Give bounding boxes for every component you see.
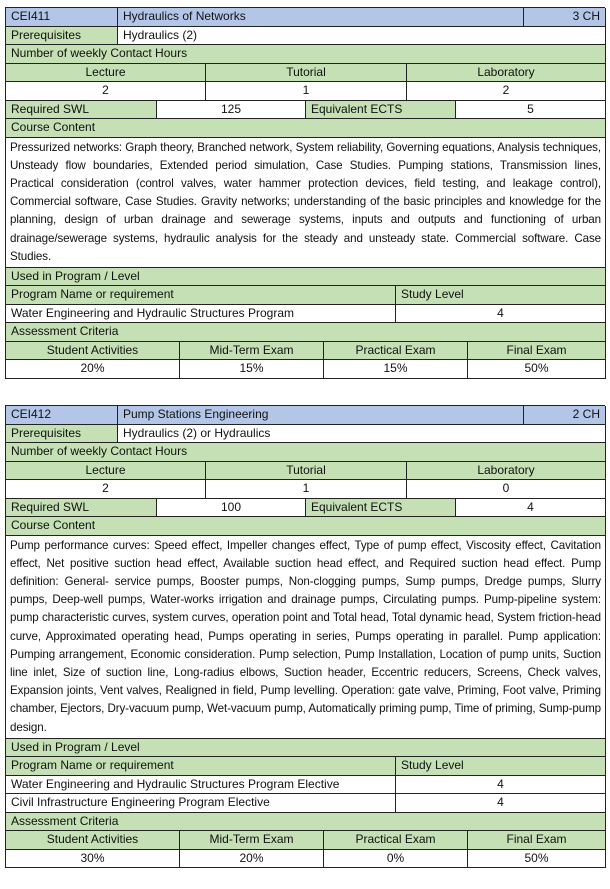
table-row: Pump performance curves: Speed effect, I…: [6, 535, 606, 739]
course-content-text: Pressurized networks: Graph theory, Bran…: [6, 137, 606, 268]
table-row: Pressurized networks: Graph theory, Bran…: [6, 137, 606, 268]
student-activities-weight: 30%: [6, 849, 180, 869]
study-level-header: Study Level: [396, 286, 606, 305]
swl-value: 100: [157, 498, 306, 517]
final-weight: 50%: [468, 849, 606, 869]
practical-weight: 15%: [324, 360, 468, 379]
table-row: Lecture Tutorial Laboratory: [6, 63, 606, 82]
program-section-label: Used in Program / Level: [6, 267, 606, 287]
ects-label: Equivalent ECTS: [306, 100, 456, 119]
table-row: Required SWL 125 Equivalent ECTS 5: [6, 100, 606, 119]
program-name-header: Program Name or requirement: [6, 757, 396, 776]
table-row: Course Content: [6, 119, 606, 138]
table-row: Assessment Criteria: [6, 812, 606, 832]
practical-header: Practical Exam: [324, 831, 468, 850]
table-row: CEI412 Pump Stations Engineering 2 CH: [6, 406, 606, 425]
course-table-cei412: CEI412 Pump Stations Engineering 2 CH Prere…: [5, 405, 606, 869]
study-level-header: Study Level: [396, 757, 606, 776]
prerequisites-value: Hydraulics (2): [118, 26, 606, 45]
assessment-label: Assessment Criteria: [6, 323, 606, 342]
lecture-hours: 2: [6, 82, 206, 101]
table-row: Civil Infrastructure Engineering Program…: [6, 794, 606, 813]
course-title: Pump Stations Engineering: [118, 406, 524, 425]
student-activities-header: Student Activities: [6, 831, 180, 850]
table-row: Student Activities Mid-Term Exam Practical…: [6, 831, 606, 850]
midterm-weight: 20%: [180, 849, 324, 869]
final-header: Final Exam: [468, 341, 606, 361]
ects-value: 4: [456, 498, 606, 517]
credit-hours: 2 CH: [524, 406, 606, 425]
swl-label: Required SWL: [6, 498, 157, 517]
table-row: Water Engineering and Hydraulic Structur…: [6, 304, 606, 324]
final-weight: 50%: [468, 360, 606, 379]
contact-hours-label: Number of weekly Contact Hours: [6, 45, 606, 64]
program-name: Water Engineering and Hydraulic Structur…: [6, 775, 396, 795]
prerequisites-label: Prerequisites: [6, 424, 118, 443]
program-name: Water Engineering and Hydraulic Structur…: [6, 304, 396, 324]
table-row: 30% 20% 0% 50%: [6, 849, 606, 869]
lecture-header: Lecture: [6, 63, 206, 82]
table-row: Used in Program / Level: [6, 267, 606, 287]
table-row: Number of weekly Contact Hours: [6, 443, 606, 462]
program-name-header: Program Name or requirement: [6, 286, 396, 305]
tutorial-hours: 1: [206, 480, 407, 499]
swl-value: 125: [157, 100, 306, 119]
ects-value: 5: [456, 100, 606, 119]
table-row: Prerequisites Hydraulics (2) or Hydraulic…: [6, 424, 606, 443]
course-content-text: Pump performance curves: Speed effect, I…: [6, 535, 606, 739]
ects-label: Equivalent ECTS: [306, 498, 456, 517]
midterm-header: Mid-Term Exam: [180, 831, 324, 850]
program-name: Civil Infrastructure Engineering Program…: [6, 794, 396, 813]
tutorial-header: Tutorial: [206, 461, 407, 480]
assessment-label: Assessment Criteria: [6, 812, 606, 832]
table-row: Lecture Tutorial Laboratory: [6, 461, 606, 480]
table-row: Water Engineering and Hydraulic Structur…: [6, 775, 606, 795]
study-level: 4: [396, 775, 606, 795]
table-row: Assessment Criteria: [6, 323, 606, 342]
study-level: 4: [396, 304, 606, 324]
table-row: Student Activities Mid-Term Exam Practical…: [6, 341, 606, 361]
course-content-label: Course Content: [6, 119, 606, 138]
program-section-label: Used in Program / Level: [6, 738, 606, 758]
laboratory-hours: 2: [407, 82, 606, 101]
prerequisites-value: Hydraulics (2) or Hydraulics: [118, 424, 606, 443]
laboratory-hours: 0: [407, 480, 606, 499]
table-row: Program Name or requirement Study Level: [6, 286, 606, 305]
lecture-hours: 2: [6, 480, 206, 499]
final-header: Final Exam: [468, 831, 606, 850]
contact-hours-label: Number of weekly Contact Hours: [6, 443, 606, 462]
lecture-header: Lecture: [6, 461, 206, 480]
laboratory-header: Laboratory: [407, 63, 606, 82]
practical-header: Practical Exam: [324, 341, 468, 361]
credit-hours: 3 CH: [524, 8, 606, 27]
course-code: CEI412: [6, 406, 118, 425]
study-level: 4: [396, 794, 606, 813]
swl-label: Required SWL: [6, 100, 157, 119]
table-row: Used in Program / Level: [6, 738, 606, 758]
table-row: Required SWL 100 Equivalent ECTS 4: [6, 498, 606, 517]
table-row: Number of weekly Contact Hours: [6, 45, 606, 64]
tutorial-header: Tutorial: [206, 63, 407, 82]
table-row: 20% 15% 15% 50%: [6, 360, 606, 379]
tutorial-hours: 1: [206, 82, 407, 101]
course-code: CEI411: [6, 8, 118, 27]
laboratory-header: Laboratory: [407, 461, 606, 480]
prerequisites-label: Prerequisites: [6, 26, 118, 45]
table-row: Prerequisites Hydraulics (2): [6, 26, 606, 45]
table-row: CEI411 Hydraulics of Networks 3 CH: [6, 8, 606, 27]
course-title: Hydraulics of Networks: [118, 8, 524, 27]
course-content-label: Course Content: [6, 517, 606, 536]
practical-weight: 0%: [324, 849, 468, 869]
midterm-weight: 15%: [180, 360, 324, 379]
midterm-header: Mid-Term Exam: [180, 341, 324, 361]
student-activities-weight: 20%: [6, 360, 180, 379]
table-row: Program Name or requirement Study Level: [6, 757, 606, 776]
student-activities-header: Student Activities: [6, 341, 180, 361]
course-table-cei411: CEI411 Hydraulics of Networks 3 CH Prerequi…: [5, 7, 606, 379]
table-row: Course Content: [6, 517, 606, 536]
